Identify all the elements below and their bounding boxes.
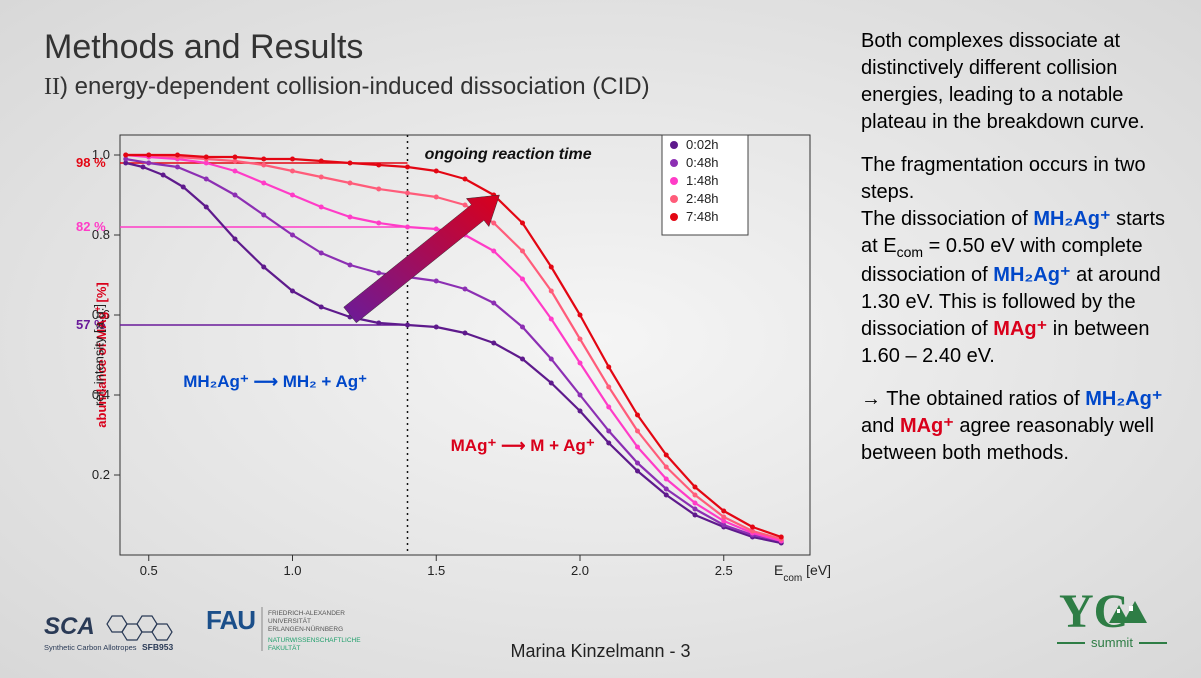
side-p2: The fragmentation occurs in two steps. T… (861, 152, 1181, 370)
subtitle-roman: II (44, 74, 60, 100)
svg-text:MH₂Ag⁺ ⟶ MH₂ + Ag⁺: MH₂Ag⁺ ⟶ MH₂ + Ag⁺ (183, 372, 367, 391)
svg-text:98 %: 98 % (76, 155, 106, 170)
svg-text:7:48h: 7:48h (686, 209, 719, 224)
svg-text:ongoing reaction time: ongoing reaction time (425, 146, 592, 163)
svg-text:1.5: 1.5 (427, 563, 445, 578)
svg-text:1:48h: 1:48h (686, 173, 719, 188)
svg-text:2.0: 2.0 (571, 563, 589, 578)
page-title: Methods and Results (44, 28, 650, 67)
svg-text:82 %: 82 % (76, 219, 106, 234)
svg-text:0.5: 0.5 (140, 563, 158, 578)
svg-text:FRIEDRICH-ALEXANDER: FRIEDRICH-ALEXANDER (268, 610, 345, 617)
svg-text:SCA: SCA (44, 613, 95, 640)
subtitle-rest: ) energy-dependent collision-induced dis… (60, 73, 650, 100)
chart-svg: 0.51.01.52.02.50.20.40.60.81.0Ecom [eV]9… (30, 125, 830, 585)
svg-text:2:48h: 2:48h (686, 191, 719, 206)
yc-summit-logo: YC summit (1057, 583, 1167, 660)
svg-text:summit: summit (1091, 635, 1133, 650)
svg-text:1.0: 1.0 (283, 563, 301, 578)
svg-text:Ecom [eV]: Ecom [eV] (774, 562, 830, 584)
side-commentary: Both complexes dissociate at distinctive… (861, 28, 1181, 483)
svg-text:FAKULTÄT: FAKULTÄT (268, 644, 300, 652)
footer-author: Marina Kinzelmann - 3 (510, 641, 690, 662)
side-p3: → The obtained ratios of MH₂Ag⁺ and MAg⁺… (861, 386, 1181, 467)
fau-logo: FAU FRIEDRICH-ALEXANDER UNIVERSITÄT ERLA… (206, 605, 426, 660)
svg-text:NATURWISSENSCHAFTLICHE: NATURWISSENSCHAFTLICHE (268, 637, 361, 644)
svg-text:UNIVERSITÄT: UNIVERSITÄT (268, 617, 311, 625)
y-axis-label-black: rel. intensity [a.u.] (91, 304, 106, 406)
svg-text:FAU: FAU (206, 605, 255, 635)
sca-logo: SCA Synthetic Carbon Allotropes SFB953 (44, 612, 194, 660)
side-p1: Both complexes dissociate at distinctive… (861, 28, 1181, 136)
svg-text:ERLANGEN-NÜRNBERG: ERLANGEN-NÜRNBERG (268, 625, 343, 633)
breakdown-curve-chart: abundance of MAg+ [%] rel. intensity [a.… (30, 125, 830, 585)
svg-text:MAg⁺ ⟶ M + Ag⁺: MAg⁺ ⟶ M + Ag⁺ (451, 436, 595, 455)
footer: SCA Synthetic Carbon Allotropes SFB953 F… (0, 606, 1201, 666)
svg-text:0:02h: 0:02h (686, 137, 719, 152)
svg-text:SFB953: SFB953 (142, 642, 173, 652)
svg-text:2.5: 2.5 (715, 563, 733, 578)
svg-text:Synthetic Carbon Allotropes: Synthetic Carbon Allotropes (44, 643, 137, 652)
svg-text:0.2: 0.2 (92, 467, 110, 482)
page-subtitle: II) energy-dependent collision-induced d… (44, 73, 650, 101)
svg-text:0:48h: 0:48h (686, 155, 719, 170)
